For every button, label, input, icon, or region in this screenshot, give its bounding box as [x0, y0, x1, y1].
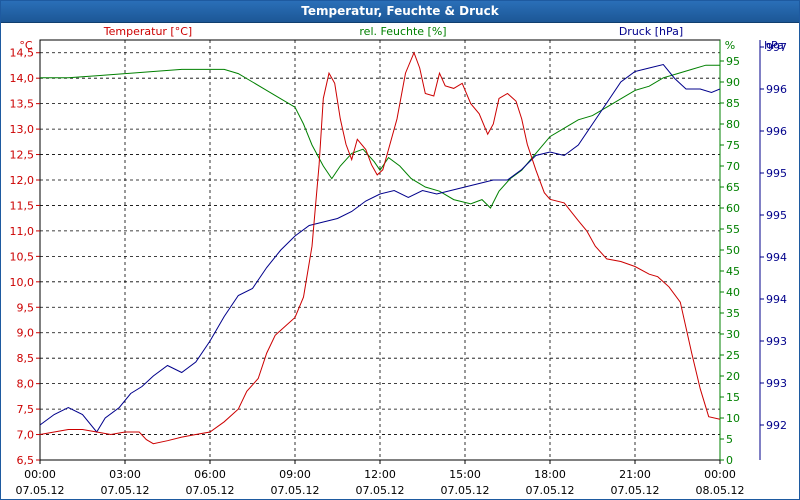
temp-tick-label: 10,5	[10, 250, 35, 263]
humidity-tick-label: 35	[726, 307, 740, 320]
pressure-tick-label: 992	[766, 419, 787, 432]
x-tick-time: 21:00	[619, 468, 651, 481]
pressure-tick-label: 994	[766, 293, 787, 306]
x-tick-time: 15:00	[449, 468, 481, 481]
humidity-tick-label: 30	[726, 328, 740, 341]
temp-tick-label: 10,0	[10, 276, 35, 289]
x-tick-time: 18:00	[534, 468, 566, 481]
x-tick-time: 00:00	[704, 468, 736, 481]
pressure-tick-label: 993	[766, 335, 787, 348]
humidity-tick-label: 55	[726, 223, 740, 236]
x-tick-time: 09:00	[279, 468, 311, 481]
x-tick-date: 07.05.12	[186, 484, 235, 497]
temp-tick-label: 11,5	[10, 199, 35, 212]
x-tick-date: 08.05.12	[696, 484, 745, 497]
series-line-pressure	[40, 63, 720, 433]
temp-tick-label: 12,5	[10, 149, 35, 162]
pressure-tick-label: 997	[766, 41, 787, 54]
temp-tick-label: 6,5	[17, 454, 35, 467]
humidity-tick-label: 5	[726, 433, 733, 446]
humidity-tick-label: 10	[726, 412, 740, 425]
pressure-axis-title: Druck [hPa]	[619, 25, 683, 38]
temp-tick-label: 7,5	[17, 403, 35, 416]
humidity-tick-label: 60	[726, 202, 740, 215]
humidity-tick-label: 75	[726, 139, 740, 152]
temp-tick-label: 14,5	[10, 47, 35, 60]
temp-tick-label: 8,0	[17, 378, 35, 391]
humidity-tick-label: 85	[726, 97, 740, 110]
temp-tick-label: 13,5	[10, 98, 35, 111]
temp-tick-label: 9,5	[17, 301, 35, 314]
humidity-tick-label: 70	[726, 160, 740, 173]
temp-tick-label: 8,5	[17, 352, 35, 365]
x-tick-time: 06:00	[194, 468, 226, 481]
temp-tick-label: 14,0	[10, 72, 35, 85]
x-tick-date: 07.05.12	[16, 484, 65, 497]
humidity-tick-label: 20	[726, 370, 740, 383]
humidity-axis-title: rel. Feuchte [%]	[359, 25, 446, 38]
temp-tick-label: 12,0	[10, 174, 35, 187]
x-tick-date: 07.05.12	[356, 484, 405, 497]
x-tick-date: 07.05.12	[526, 484, 575, 497]
humidity-tick-label: 80	[726, 118, 740, 131]
x-tick-date: 07.05.12	[611, 484, 660, 497]
temperature-unit-label: °C	[19, 39, 33, 52]
temperature-axis-title: Temperatur [°C]	[103, 25, 192, 38]
humidity-tick-label: 0	[726, 454, 733, 467]
humidity-tick-label: 45	[726, 265, 740, 278]
humidity-tick-label: 50	[726, 244, 740, 257]
pressure-tick-label: 993	[766, 377, 787, 390]
humidity-tick-label: 25	[726, 349, 740, 362]
pressure-tick-label: 996	[766, 83, 787, 96]
humidity-tick-label: 95	[726, 55, 740, 68]
title-bar: Temperatur, Feuchte & Druck	[1, 1, 799, 23]
series-line-temperature	[40, 51, 720, 445]
x-tick-time: 12:00	[364, 468, 396, 481]
humidity-tick-label: 65	[726, 181, 740, 194]
x-tick-date: 07.05.12	[271, 484, 320, 497]
pressure-tick-label: 995	[766, 167, 787, 180]
humidity-unit-label: %	[725, 39, 735, 52]
chart-title: Temperatur, Feuchte & Druck	[301, 4, 499, 18]
series-line-humidity	[40, 64, 720, 209]
temp-tick-label: 7,0	[17, 429, 35, 442]
pressure-unit-label: hPa	[764, 39, 784, 52]
humidity-tick-label: 90	[726, 76, 740, 89]
pressure-tick-label: 994	[766, 251, 787, 264]
temp-tick-label: 13,0	[10, 123, 35, 136]
x-tick-time: 03:00	[109, 468, 141, 481]
pressure-tick-label: 995	[766, 209, 787, 222]
x-tick-time: 00:00	[24, 468, 56, 481]
humidity-tick-label: 15	[726, 391, 740, 404]
x-tick-date: 07.05.12	[101, 484, 150, 497]
humidity-tick-label: 40	[726, 286, 740, 299]
temp-tick-label: 11,0	[10, 225, 35, 238]
x-tick-date: 07.05.12	[441, 484, 490, 497]
temp-tick-label: 9,0	[17, 327, 35, 340]
pressure-tick-label: 996	[766, 125, 787, 138]
